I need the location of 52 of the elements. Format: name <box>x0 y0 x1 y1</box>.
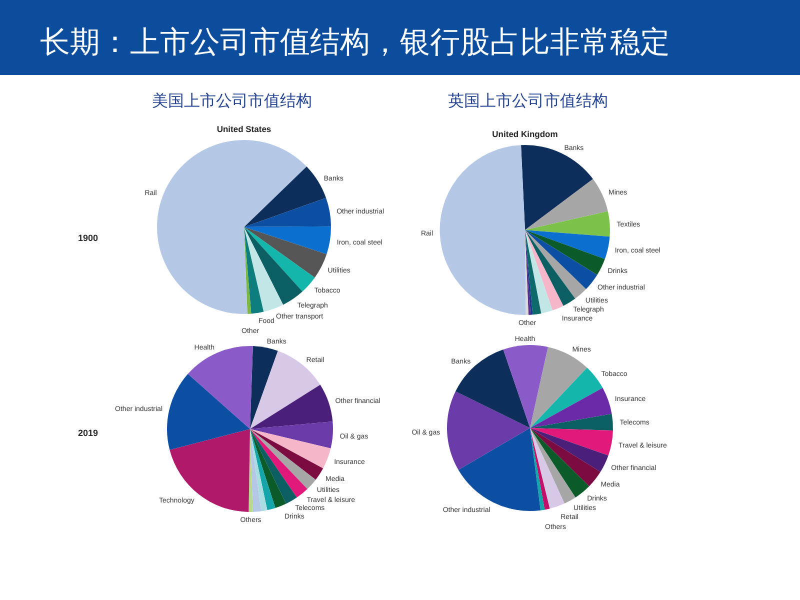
pie-slice <box>530 428 545 510</box>
pie-slice <box>525 230 610 260</box>
pie-slice <box>530 428 565 509</box>
pie-slice <box>250 429 286 508</box>
pie-slice <box>503 345 548 428</box>
text: 2019 <box>78 428 98 438</box>
pie-slice <box>530 428 608 472</box>
pie-slice <box>250 384 333 429</box>
text: 美国上市公司市值结构 <box>152 92 312 110</box>
pie-slice <box>167 374 250 450</box>
pie-slice <box>530 428 590 498</box>
pie-slice <box>525 230 605 275</box>
pie-slice <box>244 227 315 292</box>
text: 1900 <box>78 233 98 243</box>
pie-slice <box>521 145 593 230</box>
pie-slice <box>250 421 333 448</box>
chart-title: United Kingdom <box>492 129 558 139</box>
text: 长期：上市公司市值结构，银行股占比非常稳定 <box>40 26 670 59</box>
pie-slice <box>244 166 326 227</box>
pie-slice <box>244 227 284 312</box>
pie-slice <box>525 211 610 237</box>
pie-slice <box>530 428 613 456</box>
pie-slice <box>250 429 276 510</box>
pie-slice <box>250 429 324 480</box>
pie-slice <box>244 227 327 278</box>
pie-slice <box>525 230 564 310</box>
pie-slice <box>250 429 308 498</box>
pie-slice <box>250 429 262 512</box>
pie-slice <box>244 226 331 254</box>
pie-slice <box>188 346 253 429</box>
pie-slice <box>525 230 598 290</box>
pie-slice <box>530 428 600 486</box>
pie-slice <box>525 230 533 315</box>
pie-slice <box>250 429 331 468</box>
pie-slice <box>530 414 613 430</box>
pie-slice <box>244 198 331 227</box>
pie-slice <box>440 145 526 315</box>
pie-slice <box>525 230 553 314</box>
pie-slice <box>530 388 612 428</box>
pie-slice <box>530 368 603 428</box>
pie-slice <box>530 428 550 510</box>
pie-slice <box>447 391 530 470</box>
pie-slice <box>530 428 576 504</box>
chart-title: United States <box>216 124 272 134</box>
pie-slice <box>250 429 316 489</box>
pie-slice <box>250 346 278 429</box>
pie-slice <box>244 227 252 314</box>
pie-slice <box>250 429 268 512</box>
text: 英国上市公司市值结构 <box>448 92 608 110</box>
pie-slice <box>250 429 297 504</box>
pie-slice <box>525 230 531 315</box>
pie-slice <box>244 227 264 314</box>
